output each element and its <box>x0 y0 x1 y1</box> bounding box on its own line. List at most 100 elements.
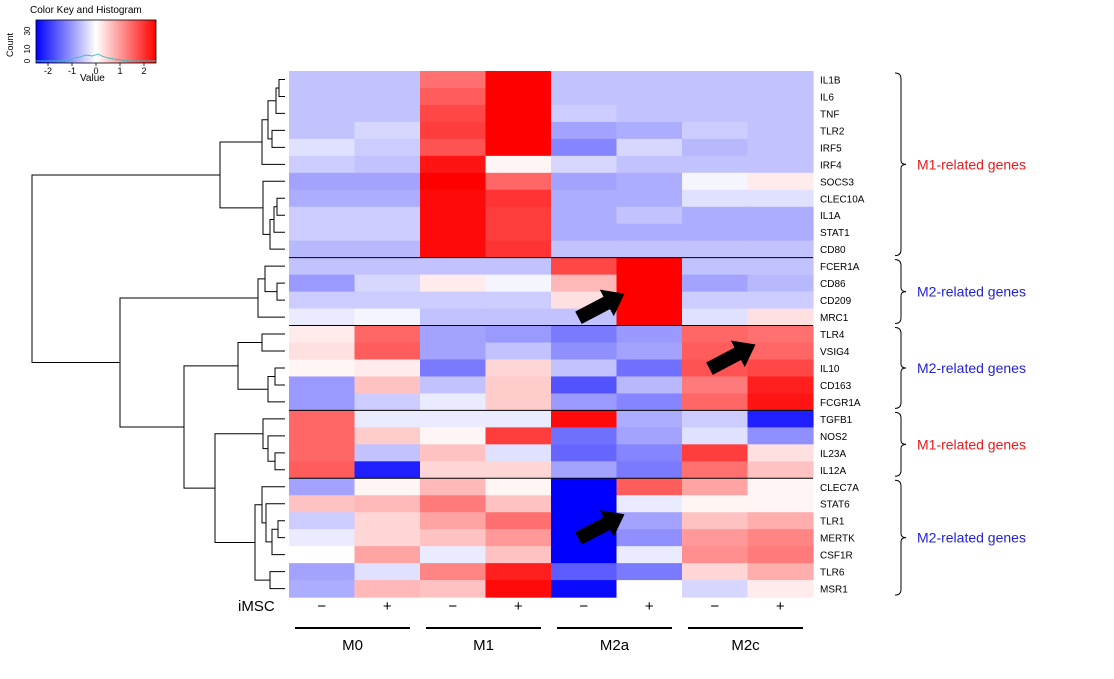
heatmap-cell <box>420 546 487 564</box>
heatmap-cell <box>616 546 683 564</box>
dendrogram-branch <box>261 333 285 352</box>
heatmap-cell <box>551 240 618 259</box>
heatmap-cell <box>616 155 683 174</box>
heatmap-cell <box>682 189 749 208</box>
heatmap-cell <box>616 71 683 89</box>
heatmap-cell <box>616 189 683 208</box>
dendrogram-branch <box>214 433 263 543</box>
heatmap-cell <box>747 495 814 513</box>
heatmap-cell <box>289 87 356 106</box>
color-key-xtick: -2 <box>44 66 52 76</box>
heatmap-cell <box>551 223 618 242</box>
dendrogram-branch <box>265 503 285 543</box>
heatmap-cell <box>682 291 749 310</box>
heatmap-cell <box>485 104 552 123</box>
heatmap-cell <box>616 325 683 344</box>
heatmap-cell <box>354 240 421 259</box>
dendrogram-branch <box>119 297 258 428</box>
heatmap-cell <box>551 342 618 361</box>
heatmap-cell <box>747 223 814 242</box>
heatmap-cell <box>420 342 487 361</box>
heatmap-cell <box>747 376 814 395</box>
gene-label: FCER1A <box>820 262 860 273</box>
heatmap-cell <box>616 257 683 276</box>
heatmap-cell <box>354 274 421 293</box>
heatmap-cell <box>682 478 749 496</box>
heatmap-cell <box>747 104 814 123</box>
gene-label: STAT6 <box>820 500 850 511</box>
heatmap-cell <box>289 172 356 191</box>
heatmap-cell <box>747 274 814 293</box>
heatmap-cell <box>616 376 683 395</box>
gene-label: TNF <box>820 109 839 120</box>
heatmap-cell <box>420 172 487 191</box>
heatmap-cell <box>289 240 356 259</box>
heatmap-cell <box>485 393 552 411</box>
heatmap-cell <box>616 291 683 310</box>
heatmap-cell <box>551 155 618 174</box>
heatmap-cell <box>485 206 552 225</box>
gene-group-label: M1-related genes <box>917 436 1026 452</box>
heatmap-cell <box>420 393 487 411</box>
heatmap-cell <box>485 512 552 530</box>
heatmap-cell <box>551 444 618 462</box>
heatmap-cell <box>551 393 618 411</box>
heatmap-cell <box>682 71 749 89</box>
heatmap-cell <box>354 206 421 225</box>
gene-label: CD163 <box>820 381 852 392</box>
dendrogram-branch <box>275 87 285 114</box>
cluster-separators <box>289 257 813 479</box>
heatmap-cell <box>354 495 421 513</box>
heatmap-cell <box>354 71 421 89</box>
heatmap-cell <box>747 461 814 479</box>
heatmap-cell <box>747 410 814 428</box>
heatmap-cell <box>354 376 421 395</box>
heatmap-cell <box>485 155 552 174</box>
heatmap-cell <box>420 223 487 242</box>
heatmap-cell <box>747 546 814 564</box>
heatmap-cell <box>747 71 814 89</box>
heatmap-cell <box>485 121 552 140</box>
heatmap-cell <box>289 121 356 140</box>
heatmap-cell <box>289 138 356 157</box>
heatmap-cell <box>354 257 421 276</box>
group-label: M1 <box>473 637 494 654</box>
heatmap-cell <box>485 495 552 513</box>
heatmap-cell <box>551 495 618 513</box>
color-key-xlabel: Value <box>80 73 105 84</box>
heatmap-cell <box>682 444 749 462</box>
heatmap-cell <box>485 376 552 395</box>
heatmap-cell <box>420 189 487 208</box>
heatmap-cell <box>289 325 356 344</box>
dendrogram-branch <box>267 435 285 462</box>
heatmap-cell <box>551 257 618 276</box>
heatmap-cell <box>616 206 683 225</box>
heatmap-cell <box>420 512 487 530</box>
heatmap-cell <box>551 563 618 581</box>
heatmap-cell <box>354 580 421 598</box>
gene-label: SOCS3 <box>820 177 854 188</box>
heatmap-cell <box>551 138 618 157</box>
heatmap-cell <box>420 138 487 157</box>
imsc-sign: − <box>579 598 588 615</box>
gene-group-label: M2-related genes <box>917 360 1026 376</box>
heatmap-cell <box>682 155 749 174</box>
heatmap-cell <box>289 546 356 564</box>
heatmap-cell <box>289 393 356 411</box>
heatmap-cell <box>485 291 552 310</box>
color-key-histogram <box>36 53 156 62</box>
heatmap-cell <box>682 87 749 106</box>
heatmap-cell <box>420 71 487 89</box>
heatmap-cell <box>747 359 814 378</box>
heatmap-cell <box>485 342 552 361</box>
heatmap-cell <box>616 342 683 361</box>
heatmap-cell <box>747 563 814 581</box>
heatmap-cell <box>747 172 814 191</box>
heatmap-cell <box>289 359 356 378</box>
heatmap-cells <box>289 71 814 598</box>
heatmap-cell <box>551 580 618 598</box>
heatmap-cell <box>682 274 749 293</box>
imsc-sign: + <box>383 598 392 615</box>
heatmap-cell <box>354 172 421 191</box>
heatmap-cell <box>551 172 618 191</box>
